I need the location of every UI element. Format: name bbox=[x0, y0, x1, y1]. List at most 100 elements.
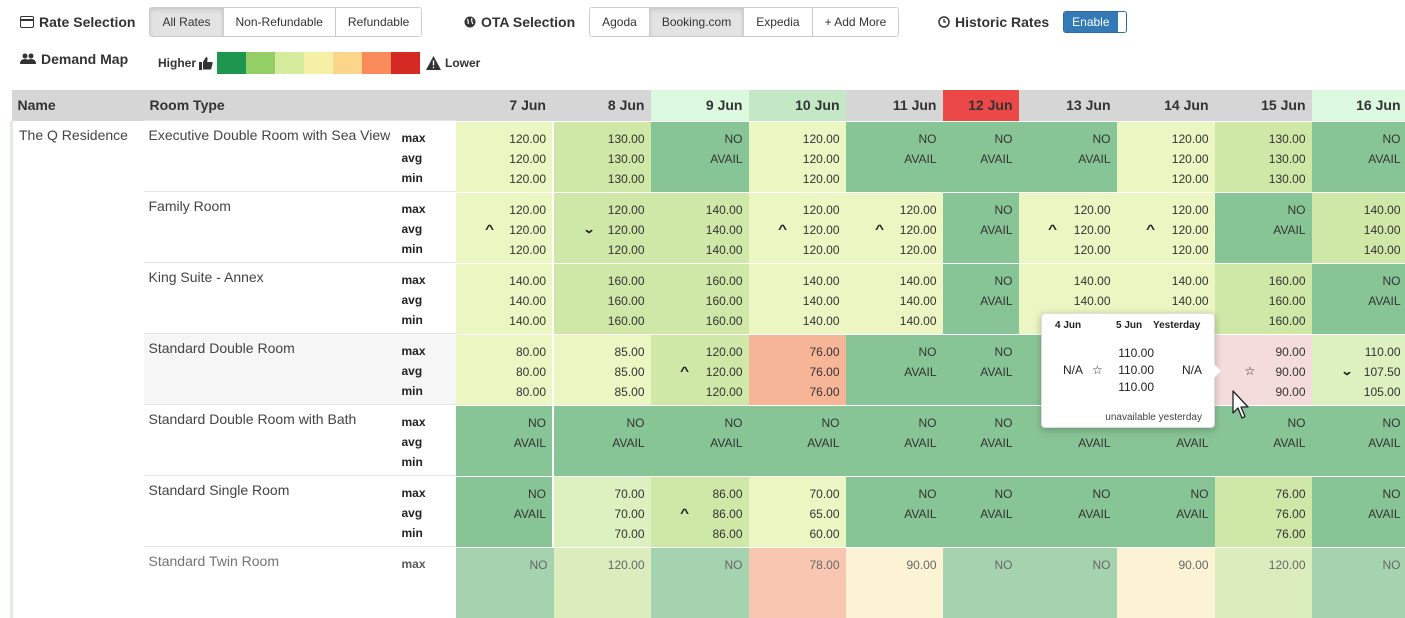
non-refundable-button[interactable]: Non-Refundable bbox=[223, 8, 335, 36]
rate-value: 160.00 bbox=[1269, 311, 1306, 331]
room-type-column-header[interactable]: Room Type bbox=[144, 90, 402, 121]
rate-value: 120.00 bbox=[706, 362, 743, 382]
rate-value: NO bbox=[995, 484, 1013, 504]
rate-cell[interactable]: 120.00 bbox=[554, 547, 651, 618]
expedia-button[interactable]: Expedia bbox=[743, 8, 811, 36]
name-column-header[interactable]: Name bbox=[12, 90, 144, 121]
stat-label: min bbox=[402, 381, 456, 401]
rate-cell[interactable]: NO bbox=[1312, 547, 1405, 618]
rate-cell[interactable]: 90.00 bbox=[846, 547, 943, 618]
date-column-header[interactable]: 9 Jun bbox=[651, 90, 749, 121]
rate-cell[interactable]: NO bbox=[1019, 547, 1117, 618]
date-column-header[interactable]: 14 Jun bbox=[1117, 90, 1215, 121]
historic-toggle-off[interactable] bbox=[1118, 12, 1126, 32]
rate-value: 70.00 bbox=[614, 504, 644, 524]
rate-cell[interactable]: NO bbox=[456, 547, 554, 618]
rate-cell[interactable]: NO bbox=[943, 547, 1019, 618]
date-column-header[interactable]: 12 Jun bbox=[943, 90, 1019, 121]
all-rates-button[interactable]: All Rates bbox=[150, 8, 222, 36]
add-more-button[interactable]: + Add More bbox=[812, 8, 899, 36]
date-column-header[interactable]: 15 Jun bbox=[1215, 90, 1312, 121]
stat-label: max bbox=[402, 199, 456, 219]
rate-cell[interactable]: NO bbox=[651, 547, 749, 618]
date-column-header[interactable]: 11 Jun bbox=[846, 90, 943, 121]
booking-com-button[interactable]: Booking.com bbox=[649, 8, 743, 36]
date-column-header[interactable]: 16 Jun bbox=[1312, 90, 1405, 121]
hotel-name-cell: The Q Residence bbox=[12, 121, 144, 618]
rate-value: 120.00 bbox=[1172, 129, 1209, 149]
date-column-header[interactable]: 8 Jun bbox=[554, 90, 651, 121]
date-column-header[interactable]: 7 Jun bbox=[456, 90, 554, 121]
agoda-button[interactable]: Agoda bbox=[590, 8, 649, 36]
historic-rates-toggle[interactable]: Enable bbox=[1063, 11, 1126, 33]
refundable-button[interactable]: Refundable bbox=[335, 8, 421, 36]
rate-value: 140.00 bbox=[706, 240, 743, 260]
rate-cell[interactable]: 90.00 bbox=[1117, 547, 1215, 618]
date-column-header[interactable]: 13 Jun bbox=[1019, 90, 1117, 121]
rate-value: NO bbox=[995, 271, 1013, 291]
date-column-header[interactable]: 10 Jun bbox=[749, 90, 846, 121]
legend-swatches bbox=[217, 52, 420, 74]
rate-cell[interactable]: 78.00 bbox=[749, 547, 846, 618]
rate-cell[interactable]: 120.00 bbox=[1215, 547, 1312, 618]
historic-rates-group: Historic Rates Enable bbox=[938, 11, 1127, 33]
star-icon: ☆ bbox=[1092, 363, 1103, 377]
historic-toggle-on[interactable]: Enable bbox=[1064, 12, 1117, 32]
